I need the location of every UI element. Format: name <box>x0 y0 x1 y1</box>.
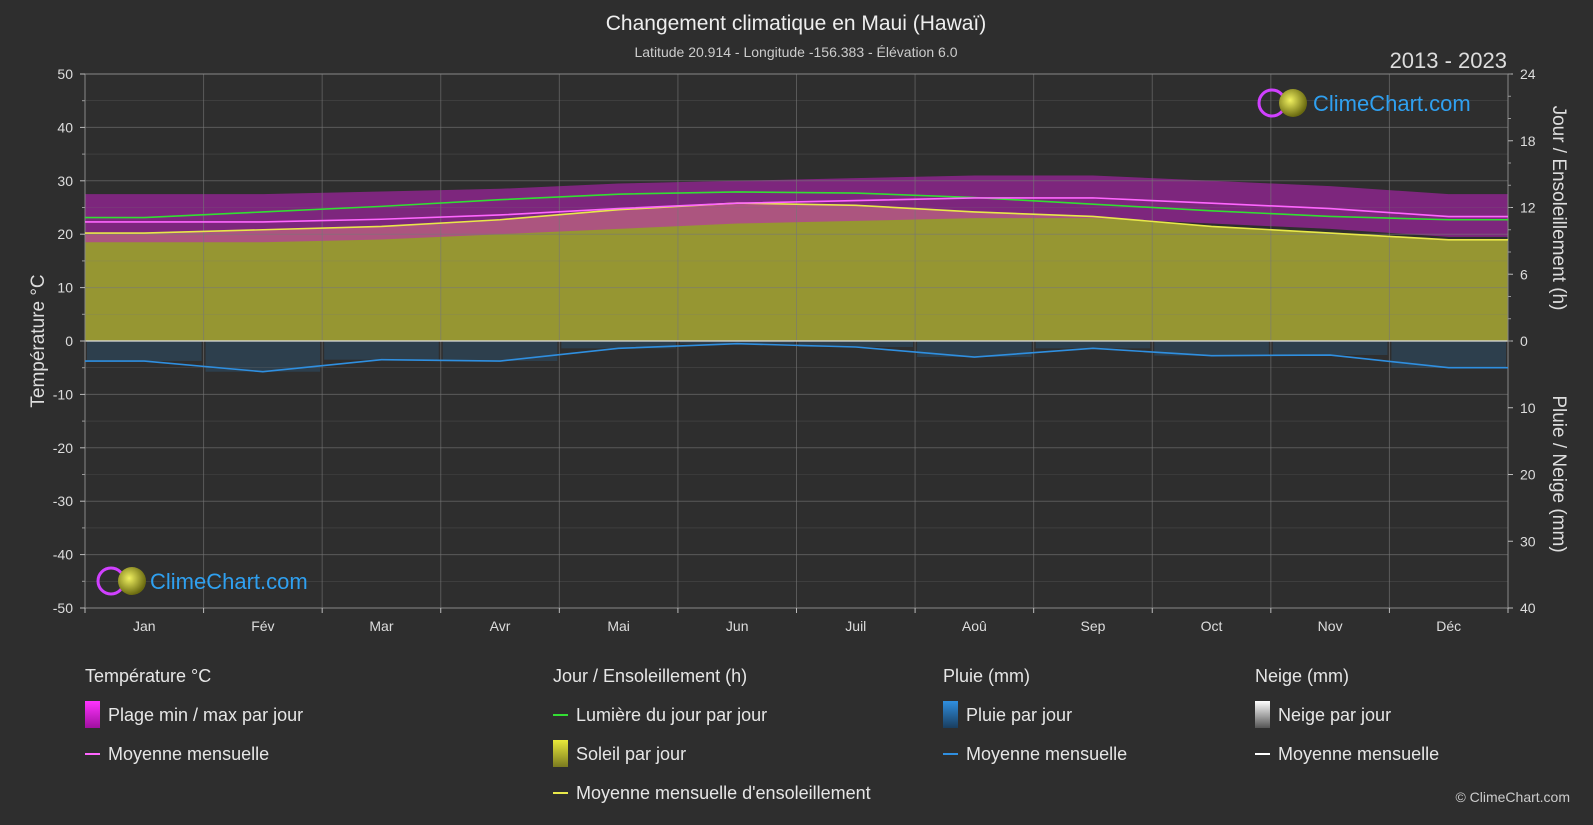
legend-temp-range: Plage min / max par jour <box>108 705 303 725</box>
y-left-tick-label: 0 <box>65 333 73 349</box>
y-left-tick-label: 20 <box>57 226 73 242</box>
legend-temperature-title: Température °C <box>85 666 211 686</box>
y-right-bottom-tick-label: 40 <box>1520 600 1536 616</box>
rain-bar <box>1154 341 1269 356</box>
x-tick-label: Avr <box>490 618 511 634</box>
logo-top-text: ClimeChart.com <box>1313 91 1471 116</box>
plot-area <box>84 73 1509 609</box>
chart-subtitle: Latitude 20.914 - Longitude -156.383 - É… <box>634 44 957 60</box>
period-label: 2013 - 2023 <box>1390 48 1507 73</box>
y-right-bottom-tick-label: 10 <box>1520 400 1536 416</box>
copyright[interactable]: © ClimeChart.com <box>1455 789 1570 805</box>
logo-bottom-text: ClimeChart.com <box>150 569 308 594</box>
x-tick-label: Mai <box>607 618 630 634</box>
rain-bar <box>205 341 321 372</box>
legend-sun: Jour / Ensoleillement (h) Lumière du jou… <box>553 666 871 803</box>
rain-bar <box>917 341 1032 358</box>
legend-daylight: Lumière du jour par jour <box>576 705 767 725</box>
legend-temp-mean: Moyenne mensuelle <box>108 744 269 764</box>
x-tick-label: Oct <box>1201 618 1223 634</box>
legend-rain-title: Pluie (mm) <box>943 666 1030 686</box>
x-tick-label: Déc <box>1436 618 1461 634</box>
logo-bottom[interactable]: ClimeChart.com <box>96 566 308 596</box>
legend-temperature: Température °C Plage min / max par jour … <box>85 666 303 764</box>
y-left-tick-label: -20 <box>53 440 73 456</box>
logo-top[interactable]: ClimeChart.com <box>1257 88 1471 118</box>
y-right-top-tick-label: 18 <box>1520 133 1536 149</box>
y-left-tick-label: 10 <box>57 280 73 296</box>
y-right-top-tick-label: 24 <box>1520 66 1536 82</box>
logo-sun-icon <box>118 567 146 595</box>
x-tick-label: Juil <box>845 618 866 634</box>
legend-sun-title: Jour / Ensoleillement (h) <box>553 666 747 686</box>
y-left-tick-label: -30 <box>53 493 73 509</box>
y-left-tick-label: -50 <box>53 600 73 616</box>
y-right-axis: 24 18 12 6 0 10 20 30 40 <box>1508 66 1536 616</box>
rain-bar <box>1035 341 1151 349</box>
y-right-bottom-tick-label: 30 <box>1520 533 1536 549</box>
sunshine-mean-line <box>85 202 1508 241</box>
rain-bar <box>442 341 558 362</box>
y-left-tick-label: 40 <box>57 119 73 135</box>
legend-sun-mean: Moyenne mensuelle d'ensoleillement <box>576 783 871 803</box>
snow-swatch <box>1255 701 1270 728</box>
legend-snow-mean: Moyenne mensuelle <box>1278 744 1439 764</box>
rain-bar <box>1272 341 1388 356</box>
legend-snow-daily: Neige par jour <box>1278 705 1391 725</box>
y-right-top-tick-label: 6 <box>1520 266 1528 282</box>
y-right-top-tick-label: 0 <box>1520 333 1528 349</box>
x-tick-label: Sep <box>1080 618 1105 634</box>
x-tick-label: Jan <box>133 618 156 634</box>
x-tick-label: Fév <box>251 618 274 634</box>
y-left-tick-label: 50 <box>57 66 73 82</box>
rain-swatch <box>943 701 958 728</box>
legend-rain: Pluie (mm) Pluie par jour Moyenne mensue… <box>943 666 1127 764</box>
temperature-mean-line <box>85 197 1508 223</box>
legend-rain-daily: Pluie par jour <box>966 705 1072 725</box>
y-left-axis: 50 40 30 20 10 0 -10 -20 -30 -40 -50 <box>53 66 85 616</box>
legend-snow: Neige (mm) Neige par jour Moyenne mensue… <box>1255 666 1439 764</box>
daylight-line <box>85 191 1508 221</box>
sunshine-swatch <box>553 740 568 767</box>
x-tick-label: Jun <box>726 618 749 634</box>
rain-mean-line <box>85 342 1508 373</box>
y-right-bottom-tick-label: 20 <box>1520 467 1536 483</box>
y-left-tick-label: 30 <box>57 173 73 189</box>
x-tick-label: Aoû <box>962 618 987 634</box>
rain-bar <box>561 341 676 349</box>
y-left-axis-label: Température °C <box>28 274 49 407</box>
x-axis: Jan Fév Mar Avr Mai Jun Juil Aoû Sep Oct Nov Déc <box>84 608 1509 634</box>
x-tick-label: Nov <box>1318 618 1343 634</box>
x-tick-label: Mar <box>369 618 393 634</box>
chart-title: Changement climatique en Maui (Hawaï) <box>606 12 987 35</box>
rain-bar <box>324 341 439 360</box>
y-right-top-axis-label: Jour / Ensoleillement (h) <box>1548 106 1569 311</box>
y-left-tick-label: -40 <box>53 547 73 563</box>
y-left-tick-label: -10 <box>53 386 73 402</box>
rain-bar <box>798 341 914 348</box>
legend: Température °C Plage min / max par jour … <box>85 666 1439 803</box>
legend-sunshine: Soleil par jour <box>576 744 686 764</box>
rain-bar <box>679 341 795 344</box>
legend-snow-title: Neige (mm) <box>1255 666 1349 686</box>
y-right-bottom-axis-label: Pluie / Neige (mm) <box>1548 395 1569 552</box>
rain-bar <box>87 341 202 362</box>
y-right-top-tick-label: 12 <box>1520 200 1536 216</box>
legend-rain-mean: Moyenne mensuelle <box>966 744 1127 764</box>
logo-sun-icon <box>1279 89 1307 117</box>
temp-range-swatch <box>85 701 100 728</box>
